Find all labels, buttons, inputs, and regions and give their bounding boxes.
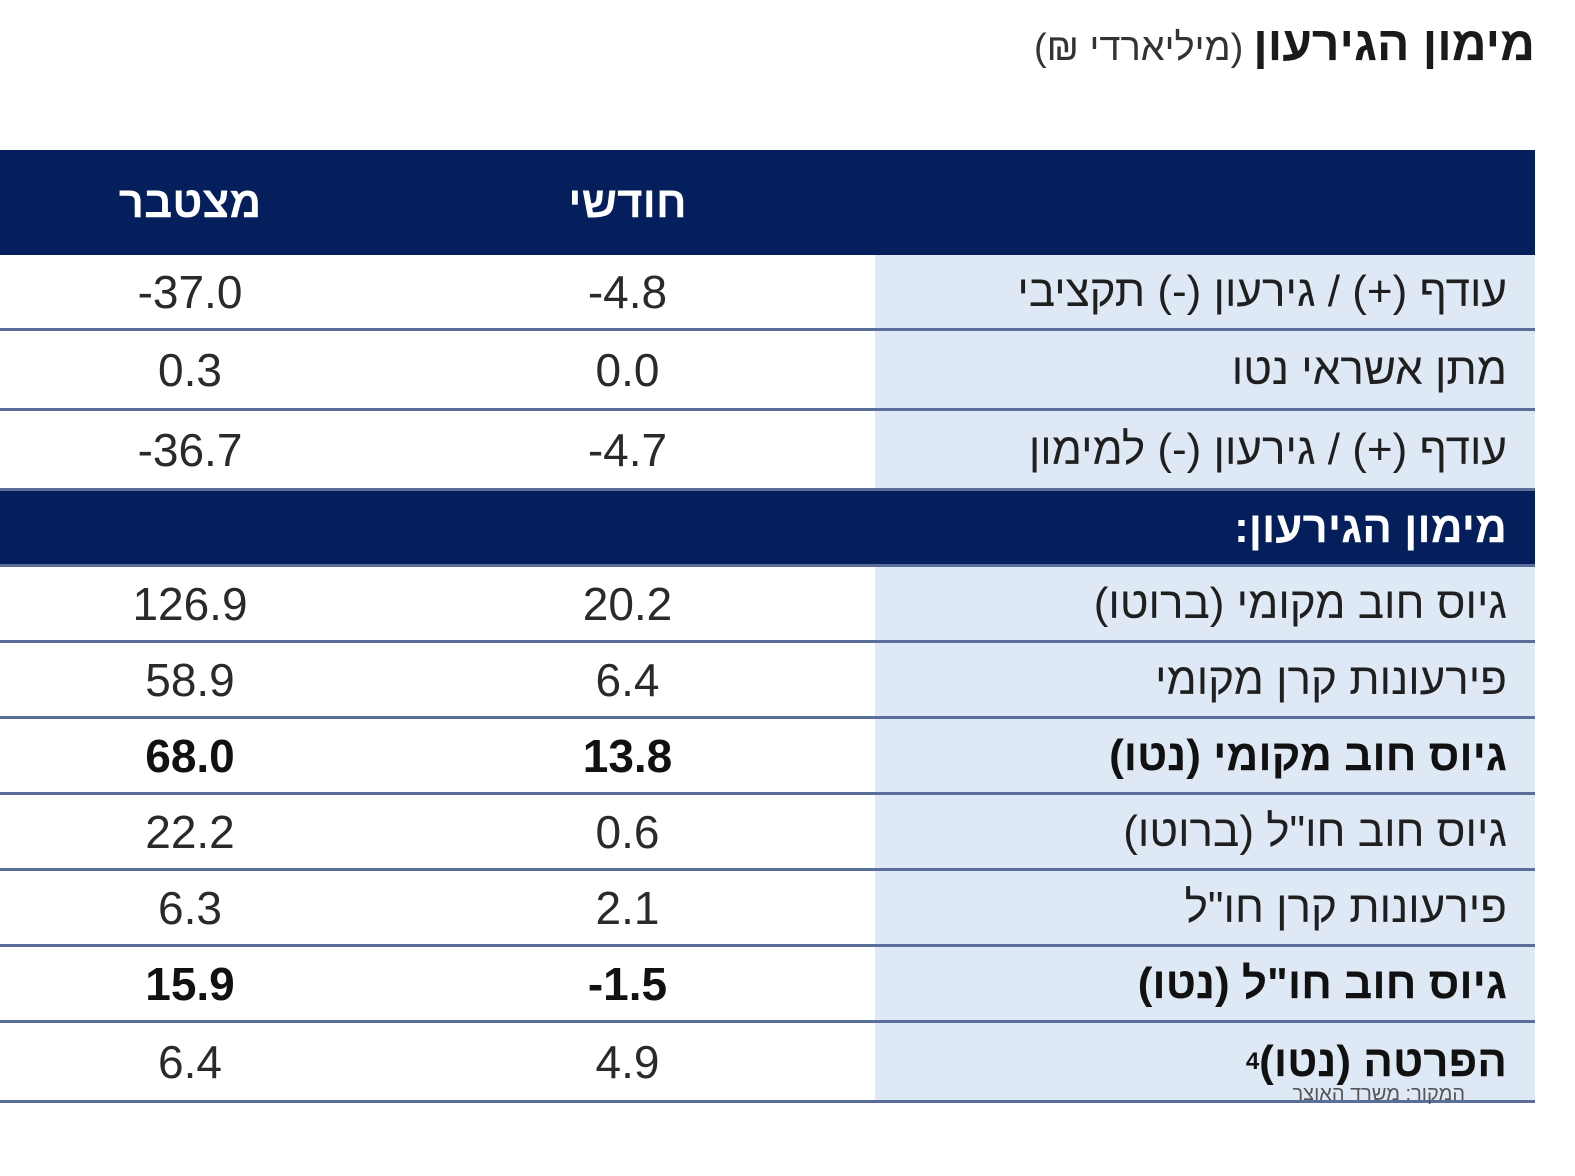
table-row-foreign-gross: גיוס חוב חו"ל (ברוטו) 0.6 22.2 bbox=[0, 795, 1535, 871]
row-monthly: -4.8 bbox=[587, 265, 668, 318]
table-row-local-net: גיוס חוב מקומי (נטו) 13.8 68.0 bbox=[0, 719, 1535, 795]
row-label: מתן אשראי נטו bbox=[875, 331, 1535, 408]
row-monthly: 13.8 bbox=[582, 729, 673, 782]
page-title: מימון הגירעון(מיליארדי ₪) bbox=[1034, 10, 1535, 91]
row-cumulative: 0.3 bbox=[158, 343, 222, 396]
row-cumulative: 68.0 bbox=[145, 729, 235, 782]
row-cumulative: 6.4 bbox=[158, 1035, 222, 1088]
header-cumulative: מצטבר bbox=[118, 177, 262, 227]
table-header: חודשי מצטבר bbox=[0, 150, 1535, 255]
row-monthly: 6.4 bbox=[595, 653, 660, 706]
row-label: גיוס חוב חו"ל (נטו) bbox=[875, 947, 1535, 1020]
table-row-local-repayments: פירעונות קרן מקומי 6.4 58.9 bbox=[0, 643, 1535, 719]
header-monthly: חודשי bbox=[568, 177, 687, 227]
table-row-budget-balance: עודף (+) / גירעון (-) תקציבי -4.8 -37.0 bbox=[0, 255, 1535, 331]
row-cumulative: 6.3 bbox=[158, 881, 222, 934]
table-row-privatization: הפרטה (נטו) 4 4.9 6.4 bbox=[0, 1023, 1535, 1103]
row-label: גיוס חוב מקומי (ברוטו) bbox=[875, 567, 1535, 640]
row-label: עודף (+) / גירעון (-) למימון bbox=[875, 411, 1535, 488]
row-monthly: 0.6 bbox=[595, 805, 660, 858]
source-note: המקור: משרד האוצר bbox=[1292, 1083, 1466, 1105]
table-row-local-gross: גיוס חוב מקומי (ברוטו) 20.2 126.9 bbox=[0, 567, 1535, 643]
row-cumulative: 15.9 bbox=[145, 957, 235, 1010]
row-label: גיוס חוב מקומי (נטו) bbox=[875, 719, 1535, 792]
row-cumulative: 126.9 bbox=[132, 577, 248, 630]
section-heading: מימון הגירעון: bbox=[0, 491, 1535, 567]
row-label: פירעונות קרן מקומי bbox=[875, 643, 1535, 716]
row-monthly: 4.9 bbox=[595, 1035, 660, 1088]
row-cumulative: -37.0 bbox=[137, 265, 243, 318]
table-row-balance-for-financing: עודף (+) / גירעון (-) למימון -4.7 -36.7 bbox=[0, 411, 1535, 491]
row-label: גיוס חוב חו"ל (ברוטו) bbox=[875, 795, 1535, 868]
title-unit: (מיליארדי ₪) bbox=[1034, 27, 1244, 69]
row-monthly: 20.2 bbox=[582, 577, 673, 630]
row-monthly: -4.7 bbox=[587, 423, 668, 476]
row-cumulative: -36.7 bbox=[137, 423, 243, 476]
table-row-foreign-repayments: פירעונות קרן חו"ל 2.1 6.3 bbox=[0, 871, 1535, 947]
financing-table: חודשי מצטבר עודף (+) / גירעון (-) תקציבי… bbox=[0, 150, 1535, 1103]
title-main: מימון הגירעון bbox=[1253, 18, 1535, 71]
row-label: הפרטה (נטו) 4 bbox=[875, 1023, 1535, 1100]
row-monthly: 0.0 bbox=[595, 343, 660, 396]
privatization-label: הפרטה (נטו) bbox=[1259, 1036, 1507, 1086]
row-monthly: 2.1 bbox=[595, 881, 660, 934]
row-monthly: -1.5 bbox=[587, 957, 668, 1010]
row-label: פירעונות קרן חו"ל bbox=[875, 871, 1535, 944]
row-cumulative: 58.9 bbox=[145, 653, 235, 706]
row-label: עודף (+) / גירעון (-) תקציבי bbox=[875, 255, 1535, 328]
table-row-net-credit: מתן אשראי נטו 0.0 0.3 bbox=[0, 331, 1535, 411]
row-cumulative: 22.2 bbox=[145, 805, 235, 858]
table-row-foreign-net: גיוס חוב חו"ל (נטו) -1.5 15.9 bbox=[0, 947, 1535, 1023]
